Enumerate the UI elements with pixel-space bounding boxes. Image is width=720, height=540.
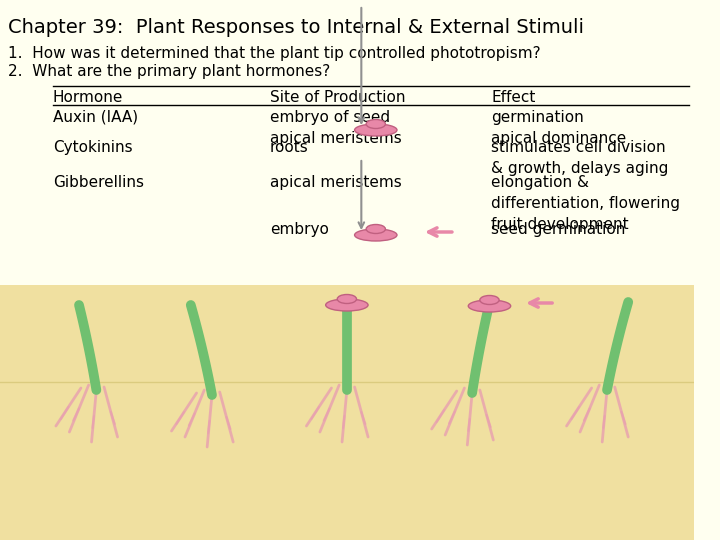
Text: seed germination: seed germination (492, 222, 626, 237)
Text: Site of Production: Site of Production (270, 90, 405, 105)
Ellipse shape (354, 124, 397, 136)
Bar (0, 285, 694, 540)
Text: Cytokinins: Cytokinins (53, 140, 132, 155)
Text: embryo of seed
apical meristems: embryo of seed apical meristems (270, 110, 402, 146)
Text: Effect: Effect (492, 90, 536, 105)
Ellipse shape (366, 225, 385, 233)
Text: apical meristems: apical meristems (270, 175, 402, 190)
Ellipse shape (325, 299, 368, 311)
Ellipse shape (468, 300, 510, 312)
Text: 2.  What are the primary plant hormones?: 2. What are the primary plant hormones? (8, 64, 330, 79)
Text: roots: roots (270, 140, 309, 155)
Ellipse shape (354, 229, 397, 241)
Ellipse shape (366, 119, 385, 129)
Text: stimulates cell division
& growth, delays aging: stimulates cell division & growth, delay… (492, 140, 669, 176)
Ellipse shape (480, 295, 499, 305)
Text: Hormone: Hormone (53, 90, 123, 105)
Text: elongation &
differentiation, flowering
fruit development: elongation & differentiation, flowering … (492, 175, 680, 232)
Text: Gibberellins: Gibberellins (53, 175, 144, 190)
Text: germination
apical dominance: germination apical dominance (492, 110, 626, 146)
Text: Auxin (IAA): Auxin (IAA) (53, 110, 138, 125)
Ellipse shape (337, 294, 356, 303)
Text: 1.  How was it determined that the plant tip controlled phototropism?: 1. How was it determined that the plant … (8, 46, 540, 61)
Text: embryo: embryo (270, 222, 328, 237)
Text: Chapter 39:  Plant Responses to Internal & External Stimuli: Chapter 39: Plant Responses to Internal … (8, 18, 584, 37)
